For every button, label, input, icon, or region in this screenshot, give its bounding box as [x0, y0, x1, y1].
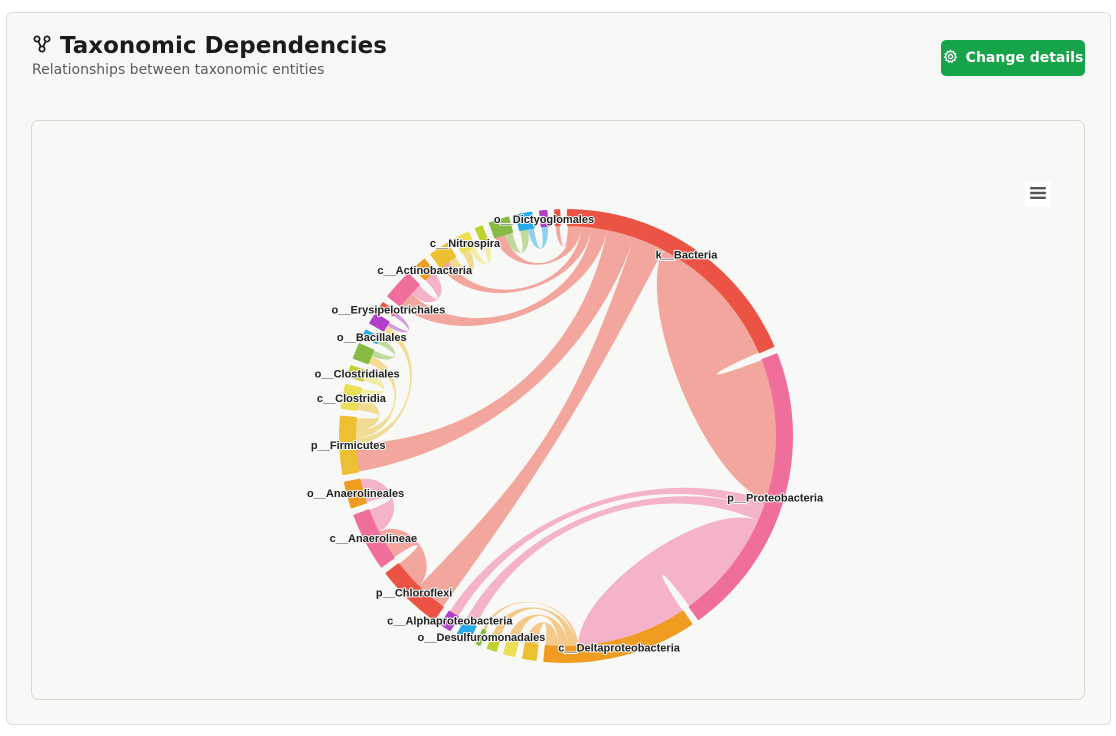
wheel-node[interactable] — [430, 242, 457, 268]
node-label: c__Deltaproteobacteria — [558, 642, 681, 654]
dependency-wheel: k__Bacteria p__Proteobacteria c__Deltaprot… — [306, 209, 825, 663]
wheel-node[interactable] — [503, 637, 519, 658]
wheel-node[interactable] — [385, 563, 444, 621]
page-subtitle: Relationships between taxonomic entities — [32, 62, 325, 78]
change-details-button[interactable]: Change details — [941, 40, 1085, 76]
dependency-link[interactable] — [418, 236, 664, 608]
dependency-link[interactable] — [504, 228, 529, 253]
wheel-node[interactable] — [688, 353, 793, 621]
wheel-node[interactable] — [566, 209, 775, 354]
node-label: o__Anaerolineales — [307, 488, 404, 500]
wheel-node[interactable] — [474, 225, 489, 244]
dependency-link[interactable] — [656, 248, 778, 501]
wheel-node[interactable] — [387, 273, 420, 307]
dependency-link[interactable] — [555, 225, 572, 247]
dependency-link[interactable] — [359, 478, 395, 533]
dependency-link[interactable] — [525, 622, 558, 647]
node-label: p__Proteobacteria — [727, 493, 824, 505]
wheel-node[interactable] — [369, 312, 390, 332]
node-label: o__Bacillales — [337, 332, 407, 344]
dependency-link[interactable] — [386, 311, 410, 333]
panel: Taxonomic Dependencies Relationships bet… — [6, 12, 1111, 725]
wheel-node[interactable] — [515, 211, 535, 232]
dependency-link[interactable] — [448, 248, 474, 275]
dependency-link[interactable] — [527, 225, 548, 249]
dependency-link[interactable] — [508, 614, 568, 647]
header: Taxonomic Dependencies — [32, 33, 387, 59]
dependency-link[interactable] — [464, 496, 764, 627]
wheel-node[interactable] — [475, 628, 487, 646]
dependency-link[interactable] — [378, 528, 427, 587]
dependency-link[interactable] — [358, 370, 384, 399]
wheel-node[interactable] — [453, 231, 476, 254]
node-label: p__Chloroflexi — [376, 587, 452, 599]
node-label: o__Dictyoglomales — [494, 214, 594, 226]
dependency-link[interactable] — [410, 271, 442, 303]
wheel-node[interactable] — [339, 415, 360, 476]
node-label: o__Erysipelotrichales — [332, 305, 446, 317]
wheel-node[interactable] — [346, 365, 367, 382]
wheel-node[interactable] — [543, 610, 693, 663]
dependency-link[interactable] — [494, 225, 582, 265]
wheel-node[interactable] — [538, 209, 549, 228]
dependency-link[interactable] — [578, 517, 760, 647]
wheel-node[interactable] — [352, 343, 375, 365]
gear-icon — [943, 48, 958, 68]
node-label: c__Actinobacteria — [377, 265, 473, 277]
wheel-node[interactable] — [456, 620, 477, 642]
dependency-link[interactable] — [355, 229, 635, 472]
wheel-node[interactable] — [343, 478, 367, 509]
chart-menu-button[interactable] — [1025, 181, 1051, 207]
page-title: Taxonomic Dependencies — [60, 33, 387, 59]
wheel-node[interactable] — [488, 216, 514, 239]
node-label: o__Clostridiales — [315, 369, 400, 381]
wheel-node[interactable] — [362, 329, 381, 344]
wheel-node[interactable] — [379, 302, 397, 317]
hierarchy-icon — [32, 34, 52, 58]
node-label: p__Firmicutes — [311, 440, 386, 452]
dependency-link[interactable] — [449, 487, 767, 618]
node-label: c__Clostridia — [317, 393, 387, 405]
wheel-node[interactable] — [340, 383, 362, 411]
change-details-label: Change details — [965, 50, 1084, 66]
node-label: c__Alphaproteobacteria — [387, 615, 513, 627]
wheel-node[interactable] — [521, 642, 539, 661]
chart-container: k__Bacteria p__Proteobacteria c__Deltaprot… — [31, 120, 1085, 700]
dependency-link[interactable] — [400, 226, 608, 326]
dependency-link[interactable] — [355, 398, 380, 430]
wheel-node[interactable] — [353, 509, 395, 568]
node-label: k__Bacteria — [656, 249, 719, 261]
wheel-node[interactable] — [486, 632, 502, 652]
hamburger-menu-icon — [1030, 185, 1046, 204]
node-label: o__Desulfuromonadales — [418, 632, 546, 644]
dependency-link[interactable] — [440, 225, 592, 294]
wheel-node[interactable] — [440, 610, 459, 632]
node-label: c__Nitrospira — [430, 238, 501, 250]
wheel-node[interactable] — [413, 258, 435, 281]
wheel-node[interactable] — [554, 209, 561, 227]
node-label: c__Anaerolineae — [330, 533, 417, 545]
